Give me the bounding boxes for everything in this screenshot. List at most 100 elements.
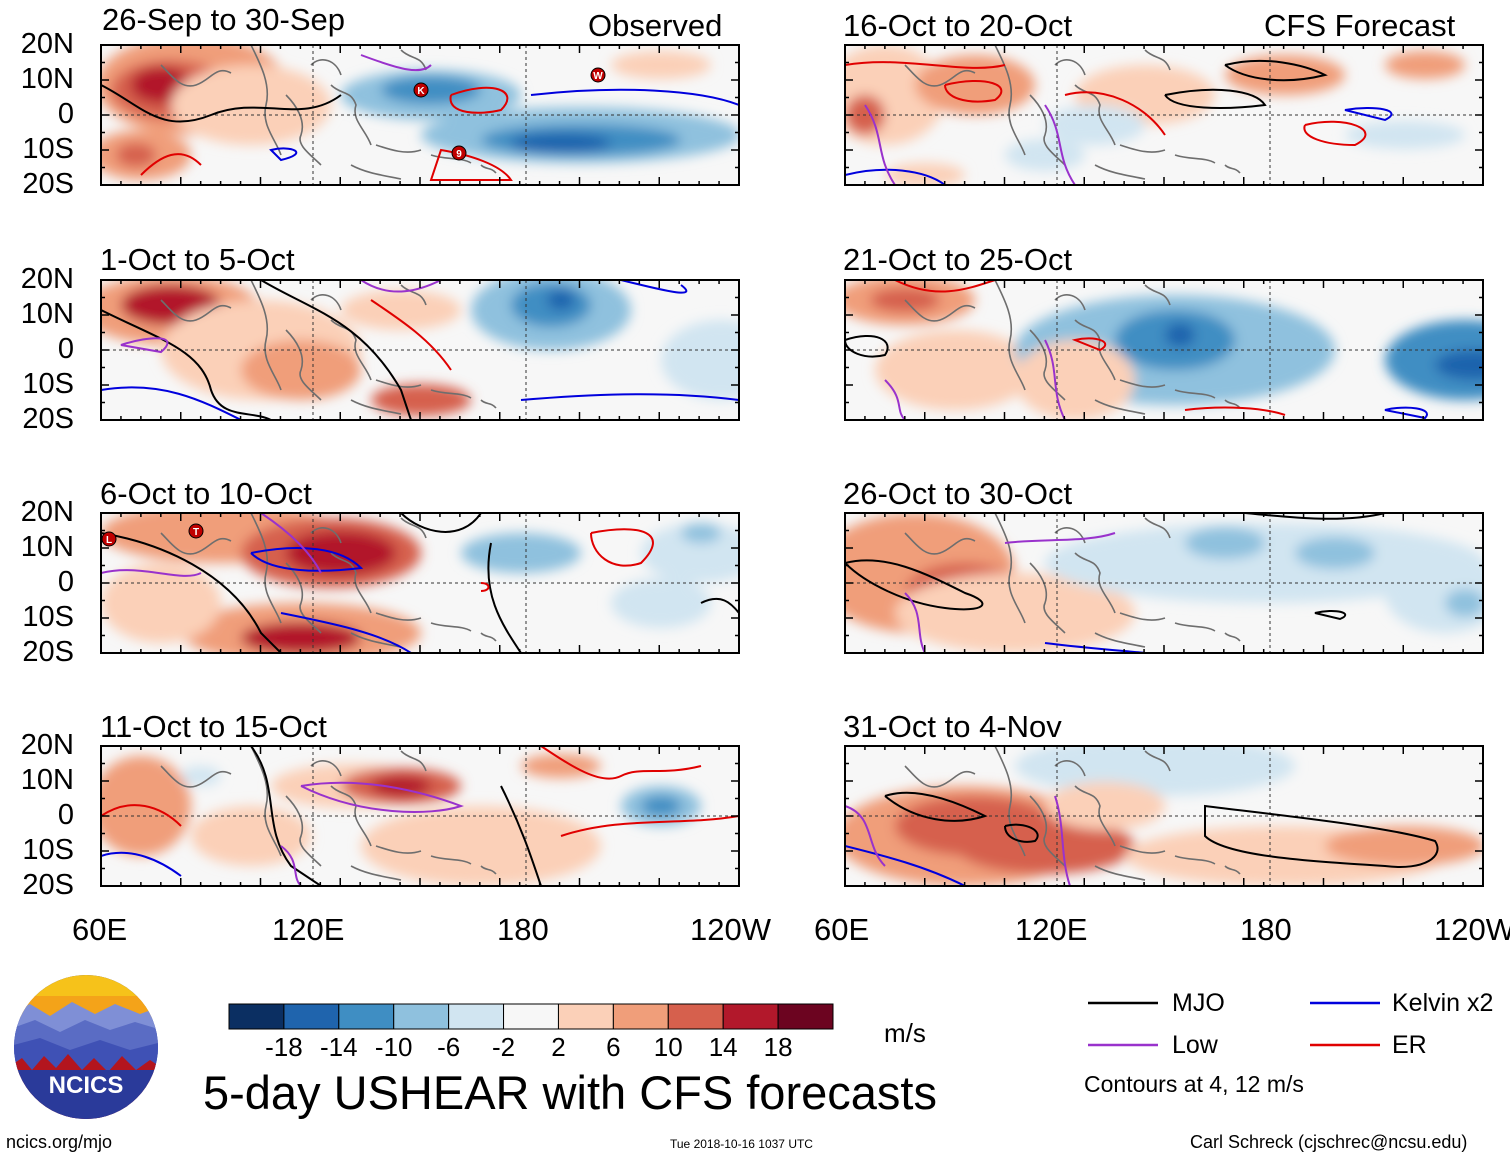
colorbar-tick-label: 6 (606, 1032, 621, 1062)
coastline (400, 750, 427, 772)
coastlines (904, 746, 1241, 881)
legend-line-low (1088, 1043, 1158, 1047)
shear-anomaly-area (371, 776, 431, 796)
coastline (994, 746, 1026, 857)
lat-label: 20S (22, 869, 74, 901)
coastline (1224, 164, 1241, 174)
shear-anomaly-area (1045, 782, 1165, 830)
wave-contour (1004, 532, 1116, 544)
wave-contour (370, 299, 452, 371)
coastline (994, 513, 1026, 624)
wave-contour (845, 559, 984, 611)
wave-contour (480, 582, 490, 592)
wave-contour (101, 851, 182, 877)
wave-contour (400, 513, 482, 533)
wave-contour (449, 86, 509, 114)
wave-contour (101, 569, 202, 577)
wave-contour (520, 393, 739, 401)
coastline (1029, 795, 1066, 867)
coastline (375, 612, 422, 621)
footer-url[interactable]: ncics.org/mjo (6, 1132, 113, 1152)
storm-marker-label: K (417, 86, 425, 97)
panel-label-cfs-forecast: CFS Forecast (1264, 8, 1456, 43)
axis-ticks (100, 512, 740, 654)
wave-contour (300, 781, 464, 813)
lon-label-120w-right: 120W (1434, 912, 1510, 947)
axis-ticks (844, 745, 1484, 887)
coastline (285, 329, 322, 401)
coastline (330, 552, 372, 614)
coastline (430, 389, 472, 399)
shear-anomaly-area (661, 320, 739, 400)
coastline (350, 399, 402, 415)
coastline (1224, 632, 1241, 642)
lat-label: 10S (22, 368, 74, 400)
colorbar-swatch (557, 1003, 614, 1030)
colorbar-swatch (228, 1003, 285, 1030)
coastline (160, 532, 232, 555)
shear-anomaly-area (611, 51, 711, 79)
coastlines (160, 280, 497, 415)
coastline (375, 144, 422, 153)
panel-title-p2: 1-Oct to 5-Oct (100, 242, 295, 277)
storm-marker-label: T (193, 527, 199, 538)
coastline (994, 280, 1026, 391)
coastline (160, 64, 232, 87)
lon-label-60e-left: 60E (72, 912, 128, 947)
wave-contour (101, 532, 282, 653)
wave-contour (487, 542, 522, 653)
wave-contour (894, 280, 996, 293)
coastline (1094, 865, 1146, 881)
wave-contour (1054, 795, 1071, 886)
coastline (480, 164, 497, 174)
coastline (1224, 865, 1241, 875)
coastline (904, 532, 976, 555)
lon-label-60e-right: 60E (814, 912, 870, 947)
wave-contour (101, 386, 242, 420)
storm-marker-label: W (593, 71, 603, 82)
coastlines (160, 45, 497, 180)
coastline (285, 562, 322, 634)
coastline (375, 845, 422, 854)
wave-contour (1244, 513, 1386, 520)
lat-label: 10S (22, 834, 74, 866)
coastline (1029, 94, 1066, 166)
lat-label: 20S (22, 636, 74, 668)
shear-anomaly-area (1015, 340, 1135, 420)
colorbar-tick-label: -6 (437, 1032, 461, 1062)
shear-anomaly-area (1325, 826, 1483, 866)
coastline (430, 154, 472, 164)
shear-anomaly-area (547, 290, 575, 310)
wave-contour (500, 785, 542, 886)
coastline (1174, 154, 1216, 164)
shear-anomaly-area (171, 65, 331, 145)
coastline (1119, 379, 1166, 388)
shear-anomaly-area (1045, 105, 1145, 145)
colorbar-swatch (448, 1003, 505, 1030)
coastline (480, 632, 497, 642)
colorbar-swatch (393, 1003, 450, 1030)
wave-contour (1044, 339, 1066, 420)
coastline (904, 64, 976, 87)
colorbar-tick-label: -18 (265, 1032, 303, 1062)
shear-anomaly-area (511, 133, 611, 153)
shear-anomaly-area (915, 55, 1035, 115)
wave-contour (1064, 91, 1166, 136)
wave-contour (250, 547, 364, 572)
wave-contour (1164, 88, 1267, 109)
wave-contour (280, 845, 302, 886)
wave-contour (101, 804, 182, 827)
wave-contour (1384, 406, 1428, 420)
colorbar-swatch (503, 1003, 559, 1030)
storm-marker-label: 9 (456, 149, 462, 160)
coastline (310, 760, 342, 777)
legend-line-er (1310, 1043, 1380, 1047)
wave-contour (250, 746, 322, 886)
shear-anomaly-area (381, 76, 481, 104)
wave-contour (590, 528, 654, 567)
map-panel-p7 (844, 512, 1484, 654)
coastline (1054, 59, 1086, 76)
colorbar-swatch (667, 1003, 724, 1030)
shear-anomaly-area (1295, 537, 1375, 569)
shear-anomaly-area (521, 754, 601, 778)
